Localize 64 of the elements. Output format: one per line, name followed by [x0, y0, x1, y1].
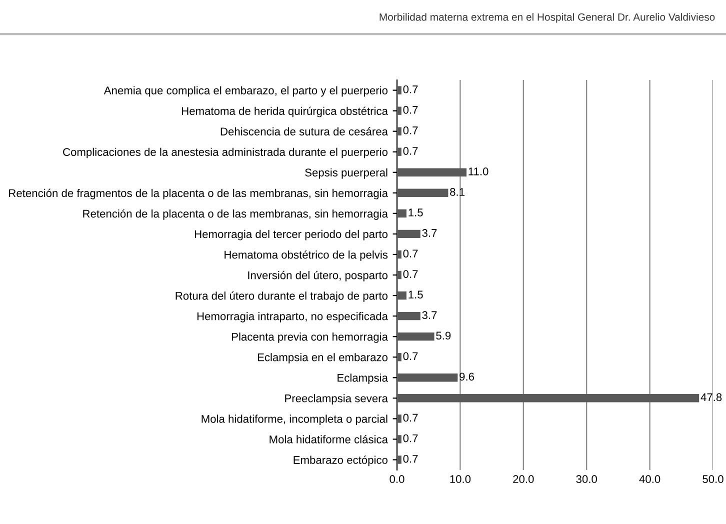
data-label: 9.6: [460, 372, 474, 381]
data-label: 0.7: [403, 106, 418, 114]
y-tick-label: Anemia que complica el embarazo, el parto y el puerperio: [104, 86, 388, 97]
x-tick-label: 40.0: [639, 475, 660, 484]
x-tick-label: 50.0: [702, 475, 724, 484]
bar: [397, 353, 402, 362]
y-tick-label: Eclampsia: [338, 374, 388, 384]
bar: [397, 86, 402, 94]
bar: [397, 374, 458, 382]
data-label: 0.7: [403, 414, 418, 422]
y-tick-label: Dehiscencia de sutura de cesárea: [220, 127, 388, 136]
bar: [397, 414, 402, 423]
y-tick-label: Eclampsia en el embarazo: [258, 353, 388, 364]
bar: [397, 106, 402, 115]
data-label: 0.7: [403, 352, 418, 360]
x-tick-label: 0.0: [390, 475, 404, 484]
y-tick-label: Rotura del útero durante el trabajo de parto: [176, 291, 388, 302]
bar: [397, 312, 420, 320]
bar: [397, 250, 402, 259]
bar: [397, 456, 402, 464]
y-tick-label: Complicaciones de la anestesia administrada durante el puerperio: [63, 148, 388, 158]
y-tick-label: Retención de fragmentos de la placenta o de las membranas, sin hemorragia: [9, 188, 388, 200]
data-label: 0.7: [403, 434, 418, 442]
y-tick-label: Inversión del útero, posparto: [248, 270, 388, 282]
data-label: 0.7: [403, 146, 418, 155]
bar: [397, 435, 402, 444]
y-tick-label: Mola hidatiforme, incompleta o parcial: [202, 414, 388, 426]
data-label: 1.5: [408, 208, 423, 216]
bar: [397, 209, 406, 218]
y-tick-label: Hematoma obstétrico de la pelvis: [224, 250, 388, 261]
data-label: 5.9: [436, 332, 451, 340]
bar: [397, 230, 420, 238]
data-label: 0.7: [403, 126, 418, 134]
y-tick-label: Retención de la placenta o de las membranas, sin hemorragia: [83, 209, 388, 220]
data-label: 3.7: [422, 229, 437, 237]
bar: [397, 188, 448, 197]
x-tick-label: 30.0: [576, 475, 597, 484]
y-tick-label: Hemorragia intraparto, no especificada: [197, 312, 388, 322]
data-label: 11.0: [468, 167, 488, 176]
data-label: 0.7: [403, 454, 418, 463]
data-label: 0.7: [403, 270, 418, 278]
bar: [397, 291, 406, 300]
data-label: 3.7: [422, 311, 437, 320]
bar: [397, 332, 434, 341]
bar: [397, 270, 402, 280]
bar: [397, 127, 402, 136]
data-label: 0.7: [403, 250, 418, 258]
y-tick-label: Mola hidatiforme clásica: [270, 435, 388, 444]
bar: [397, 168, 467, 176]
bar: [397, 394, 700, 402]
y-tick-label: Placenta previa con hemorragia: [232, 332, 388, 343]
y-tick-label: Preeclampsia severa: [285, 394, 388, 404]
data-label: 0.7: [403, 85, 418, 94]
data-label: 1.5: [408, 290, 423, 299]
y-tick-label: Hematoma de herida quirúrgica obstétrica: [182, 106, 388, 118]
bar: [397, 148, 402, 156]
x-tick-label: 10.0: [450, 475, 471, 484]
y-tick-label: Sepsis puerperal: [305, 168, 388, 179]
y-tick-label: Embarazo ectópico: [294, 456, 388, 466]
y-tick-label: Hemorragia del tercer periodo del parto: [194, 230, 388, 240]
chart-title: Morbilidad materna extrema en el Hospital General Dr. Aurelio Valdivieso: [380, 13, 715, 23]
data-label: 47.8: [700, 393, 722, 402]
x-tick-label: 20.0: [513, 475, 534, 484]
data-label: 8.1: [450, 188, 464, 196]
